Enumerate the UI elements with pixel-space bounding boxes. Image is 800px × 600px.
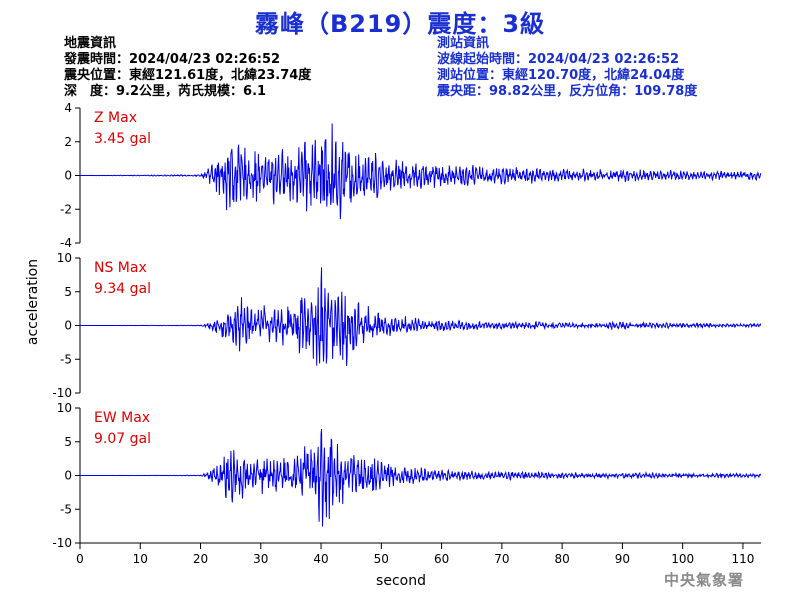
panel-ns: 10 5 0 -5 -10 NS Max 9.34 gal: [52, 251, 762, 400]
trace-ns: [80, 267, 762, 367]
x-tick-label: 90: [615, 552, 630, 566]
max-value-z: 3.45 gal: [94, 131, 151, 147]
x-tick-label: 50: [374, 552, 389, 566]
y-axis-label: acceleration: [25, 259, 41, 345]
y-tick-label: -5: [60, 502, 72, 516]
x-tick-label: 0: [76, 552, 84, 566]
max-value-ns: 9.34 gal: [94, 281, 151, 297]
x-tick-label: 70: [494, 552, 509, 566]
y-tick-label: -10: [52, 386, 72, 400]
x-tick-label: 60: [434, 552, 449, 566]
x-tick-label: 100: [671, 552, 694, 566]
y-tick-label: 10: [57, 251, 72, 265]
x-axis-label: second: [376, 573, 426, 589]
y-tick-label: 5: [64, 435, 72, 449]
y-tick-label: 10: [57, 401, 72, 415]
y-tick-label: -5: [60, 352, 72, 366]
y-tick-label: 0: [64, 469, 72, 483]
y-tick-label: 0: [64, 169, 72, 183]
x-axis: 0 10 20 30 40 50 60 70 80 90 100 110: [76, 542, 761, 566]
x-tick-label: 80: [554, 552, 569, 566]
max-title-z: Z Max: [94, 110, 137, 126]
station-info-block: 測站資訊 波線起始時間：2024/04/23 02:26:52 測站位置：東經1…: [437, 36, 697, 100]
quake-depth-magnitude: 深 度：9.2公里，芮氏規模：6.1: [64, 84, 267, 99]
station-location: 測站位置：東經120.70度，北緯24.04度: [437, 68, 685, 83]
trace-z: [80, 123, 762, 220]
y-tick-label: 5: [64, 285, 72, 299]
x-tick-label: 10: [133, 552, 148, 566]
max-value-ew: 9.07 gal: [94, 431, 151, 447]
y-tick-label: -10: [52, 536, 72, 550]
panel-ew: 10 5 0 -5 -10 EW Max 9.07 gal: [52, 401, 762, 550]
station-wave-start: 波線起始時間：2024/04/23 02:26:52: [437, 52, 680, 67]
quake-info-block: 地震資訊 發震時間：2024/04/23 02:26:52 震央位置：東經121…: [64, 36, 311, 100]
x-tick-label: 40: [313, 552, 328, 566]
quake-info-header: 地震資訊: [64, 36, 117, 51]
quake-time: 發震時間：2024/04/23 02:26:52: [64, 52, 281, 67]
station-info-header: 測站資訊: [437, 36, 490, 51]
max-title-ns: NS Max: [94, 260, 147, 276]
y-tick-label: 4: [64, 101, 72, 115]
y-tick-label: -2: [60, 202, 72, 216]
y-tick-label: 0: [64, 319, 72, 333]
y-tick-label: 2: [64, 135, 72, 149]
station-distance: 震央距：98.82公里，反方位角：109.78度: [437, 84, 698, 99]
quake-epicenter: 震央位置：東經121.61度，北緯23.74度: [64, 68, 312, 83]
chart-title: 霧峰（B219）震度：3級: [254, 10, 546, 38]
panel-z: 4 2 0 -2 -4 Z Max 3.45 gal: [60, 101, 762, 250]
max-title-ew: EW Max: [94, 410, 150, 426]
x-tick-label: 30: [253, 552, 268, 566]
agency-footer: 中央氣象署: [663, 571, 744, 589]
x-tick-label: 20: [193, 552, 208, 566]
x-tick-label: 110: [731, 552, 754, 566]
y-tick-label: -4: [60, 236, 72, 250]
trace-ew: [80, 429, 762, 527]
